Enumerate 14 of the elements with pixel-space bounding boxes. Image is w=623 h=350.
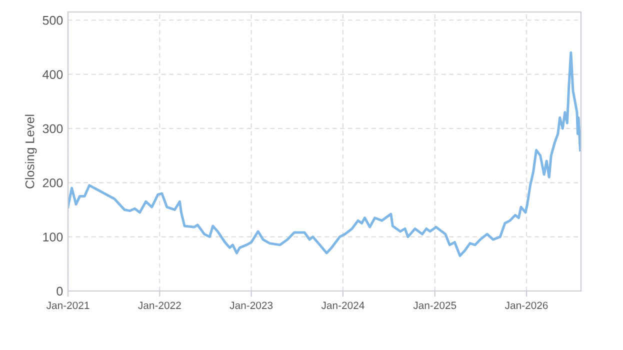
y-tick-label: 200 [42, 178, 63, 188]
y-tick-label: 400 [42, 70, 63, 79]
x-tick-label: Jan-2023 [230, 302, 273, 310]
x-tick-label: Jan-2025 [413, 302, 456, 310]
y-tick-label: 500 [42, 16, 63, 25]
y-tick-label: 300 [42, 124, 63, 134]
line-series [68, 51, 581, 258]
y-tick-label: 0 [56, 286, 63, 296]
y-tick-label: 100 [43, 232, 63, 242]
x-tick-label: Jan-2022 [138, 302, 181, 310]
x-tick-label: Jan-2024 [321, 302, 364, 310]
x-tick-label: Jan-2021 [46, 302, 90, 310]
x-tick-label: Jan-2026 [504, 302, 548, 310]
y-axis-title: Closing Level [25, 114, 37, 188]
